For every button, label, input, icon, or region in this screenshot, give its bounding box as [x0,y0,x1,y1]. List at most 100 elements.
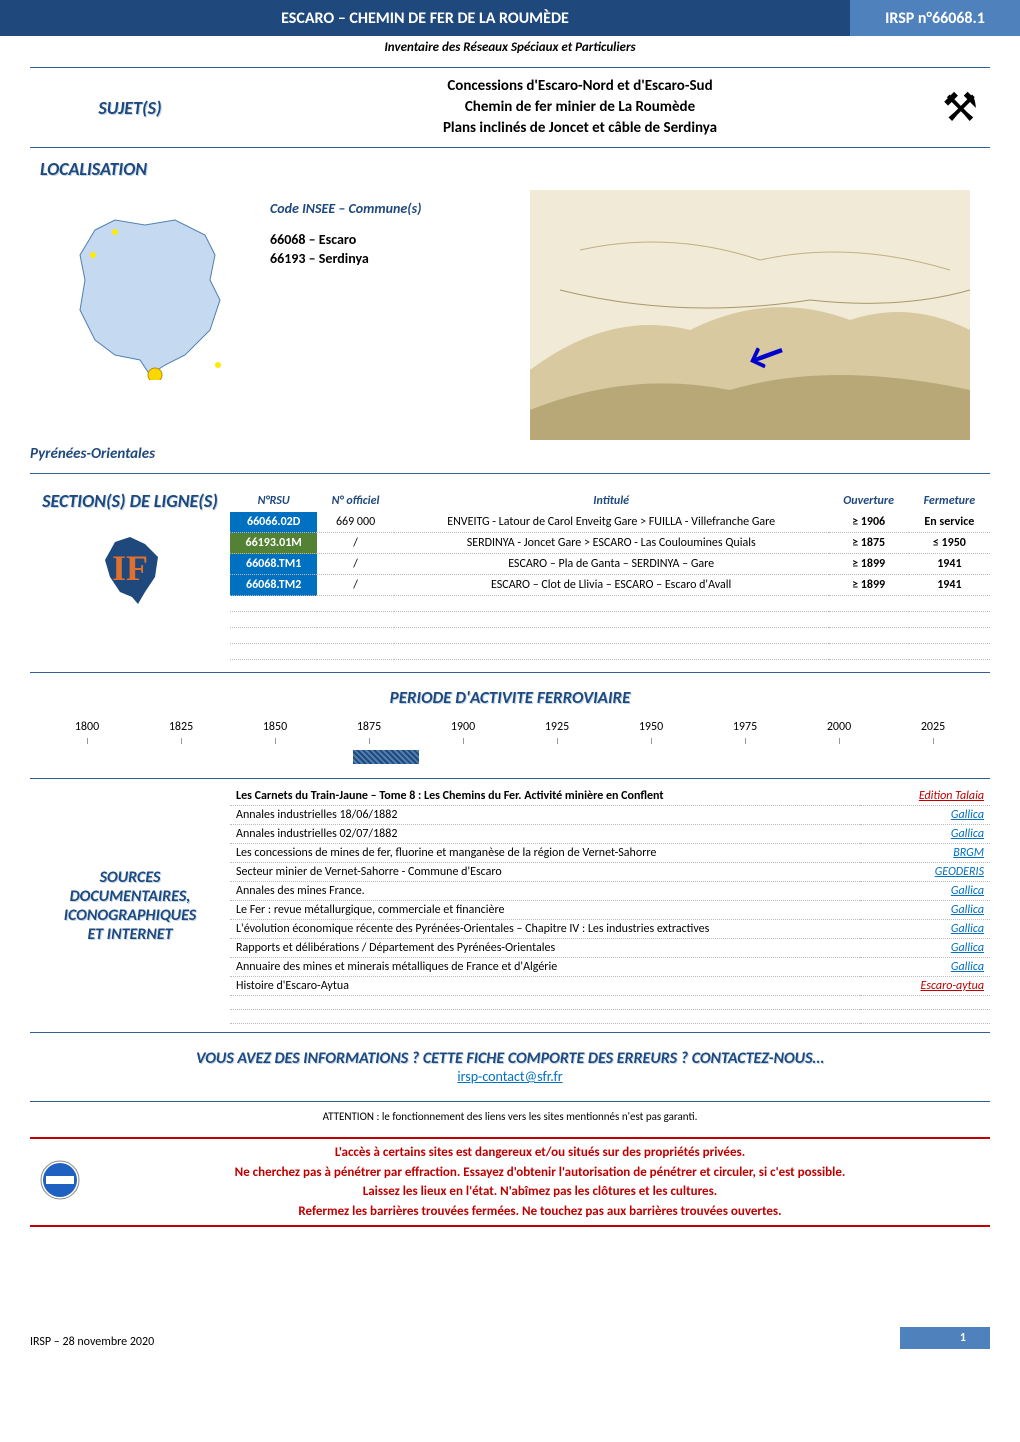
relief-map-container: ↙ [530,190,990,440]
divider [30,67,990,68]
attention-text: ATTENTION : le fonctionnement des liens … [0,1104,1020,1137]
source-link[interactable]: Gallica [951,827,984,841]
contact-block: VOUS AVEZ DES INFORMATIONS ? CETTE FICHE… [0,1035,1020,1099]
table-row: 66068.TM1 / ESCARO – Pla de Ganta – SERD… [230,554,990,575]
source-text: Histoire d'Escaro-Aytua [230,977,860,996]
source-text: Les concessions de mines de fer, fluorin… [230,844,860,863]
col-nrsu: N°RSU [230,490,317,512]
sources-label: DOCUMENTAIRES, [30,887,230,906]
col-fermeture: Fermeture [909,490,990,512]
sujet-line: Concessions d'Escaro-Nord et d'Escaro-Su… [230,76,930,97]
source-link[interactable]: Gallica [951,960,984,974]
fermeture-cell: En service [909,512,990,533]
intitule-cell: ESCARO – Pla de Ganta – SERDINYA – Gare [394,554,829,575]
ouverture-cell: ≥ 1899 [829,554,909,575]
source-link-cell: BRGM [860,844,990,863]
divider [30,147,990,148]
header-title: ESCARO – CHEMIN DE FER DE LA ROUMÈDE [0,0,850,36]
sections-block: SECTION(S) DE LIGNE(S) IF N°RSU N° offic… [0,476,1020,670]
footer: IRSP – 28 novembre 2020 1 [0,1227,1020,1363]
col-intitule: Intitulé [394,490,829,512]
ouverture-cell: ≥ 1875 [829,533,909,554]
source-link-cell: Gallica [860,901,990,920]
warning-line: Refermez les barrières trouvées fermées.… [90,1202,990,1222]
sections-label: SECTION(S) DE LIGNE(S) [30,490,230,512]
officiel-cell: / [317,575,394,596]
fermeture-cell: ≤ 1950 [909,533,990,554]
officiel-cell: 669 000 [317,512,394,533]
source-link-cell: Gallica [860,825,990,844]
header-code: IRSP n°66068.1 [850,0,1020,36]
source-link[interactable]: Escaro-aytua [920,979,984,993]
source-link-cell: Gallica [860,939,990,958]
source-text: Rapports et délibérations / Département … [230,939,860,958]
source-link-cell: GEODERIS [860,863,990,882]
source-link[interactable]: Gallica [951,903,984,917]
source-row: Secteur minier de Vernet-Sahorre - Commu… [230,863,990,882]
source-text: Les Carnets du Train-Jaune – Tome 8 : Le… [230,787,860,806]
footer-page: 1 [900,1327,990,1349]
svg-text:IF: IF [112,548,148,588]
source-text: Secteur minier de Vernet-Sahorre - Commu… [230,863,860,882]
timeline-year: 1875 [322,720,416,734]
timeline-year: 1975 [698,720,792,734]
source-link[interactable]: BRGM [953,846,984,860]
header-bar: ESCARO – CHEMIN DE FER DE LA ROUMÈDE IRS… [0,0,1020,36]
source-text: Annales des mines France. [230,882,860,901]
source-link[interactable]: GEODERIS [935,865,984,879]
divider [30,1032,990,1033]
source-row: Histoire d'Escaro-Aytua Escaro-aytua [230,977,990,996]
table-row-empty [230,612,990,628]
source-row: Rapports et délibérations / Département … [230,939,990,958]
sujet-line: Chemin de fer minier de La Roumède [230,97,930,118]
source-row: Les concessions de mines de fer, fluorin… [230,844,990,863]
contact-title: VOUS AVEZ DES INFORMATIONS ? CETTE FICHE… [0,1049,1020,1068]
source-link[interactable]: Gallica [951,941,984,955]
sources-label: SOURCES [30,868,230,887]
localisation-section: Code INSEE – Commune(s) 66068 – Escaro 6… [0,180,1020,440]
nrsu-cell: 66068.TM2 [230,575,317,596]
ouverture-cell: ≥ 1899 [829,575,909,596]
source-link[interactable]: Edition Talaia [919,789,984,803]
source-row: Le Fer : revue métallurgique, commercial… [230,901,990,920]
timeline-year: 1900 [416,720,510,734]
source-link[interactable]: Gallica [951,884,984,898]
france-map-container [30,190,270,440]
source-row-empty [230,1010,990,1024]
table-row-empty [230,628,990,644]
source-row-empty [230,996,990,1010]
divider [30,778,990,779]
officiel-cell: / [317,554,394,575]
sources-label: ICONOGRAPHIQUES [30,906,230,925]
source-row: L'évolution économique récente des Pyrén… [230,920,990,939]
timeline-year: 1825 [134,720,228,734]
table-row: 66193.01M / SERDINYA - Joncet Gare > ESC… [230,533,990,554]
source-text: Annales industrielles 02/07/1882 [230,825,860,844]
source-link-cell: Edition Talaia [860,787,990,806]
header-subtitle: Inventaire des Réseaux Spéciaux et Parti… [0,36,1020,65]
source-link[interactable]: Gallica [951,808,984,822]
source-link-cell: Gallica [860,806,990,825]
intitule-cell: ENVEITG - Latour de Carol Enveitg Gare >… [394,512,829,533]
intitule-cell: SERDINYA - Joncet Gare > ESCARO - Las Co… [394,533,829,554]
relief-map: ↙ [530,190,970,440]
sources-label: ET INTERNET [30,925,230,944]
source-link-cell: Gallica [860,882,990,901]
intitule-cell: ESCARO – Clot de Llivia – ESCARO – Escar… [394,575,829,596]
commune-line: 66068 – Escaro [270,231,530,248]
sujet-line: Plans inclinés de Joncet et câble de Ser… [230,118,930,139]
contact-mail-link[interactable]: irsp-contact@sfr.fr [457,1068,562,1085]
table-row: 66068.TM2 / ESCARO – Clot de Llivia – ES… [230,575,990,596]
warning-line: Ne cherchez pas à pénétrer par effractio… [90,1163,990,1183]
table-row: 66066.02D 669 000 ENVEITG - Latour de Ca… [230,512,990,533]
lignes-table-container: N°RSU N° officiel Intitulé Ouverture Fer… [230,490,990,660]
divider [30,672,990,673]
lignes-table: N°RSU N° officiel Intitulé Ouverture Fer… [230,490,990,660]
source-link-cell: Escaro-aytua [860,977,990,996]
source-link[interactable]: Gallica [951,922,984,936]
nrsu-cell: 66066.02D [230,512,317,533]
source-link-cell: Gallica [860,920,990,939]
source-row: Annuaire des mines et minerais métalliqu… [230,958,990,977]
localisation-label: LOCALISATION [0,150,200,180]
region-name: Pyrénées-Orientales [0,440,1020,463]
